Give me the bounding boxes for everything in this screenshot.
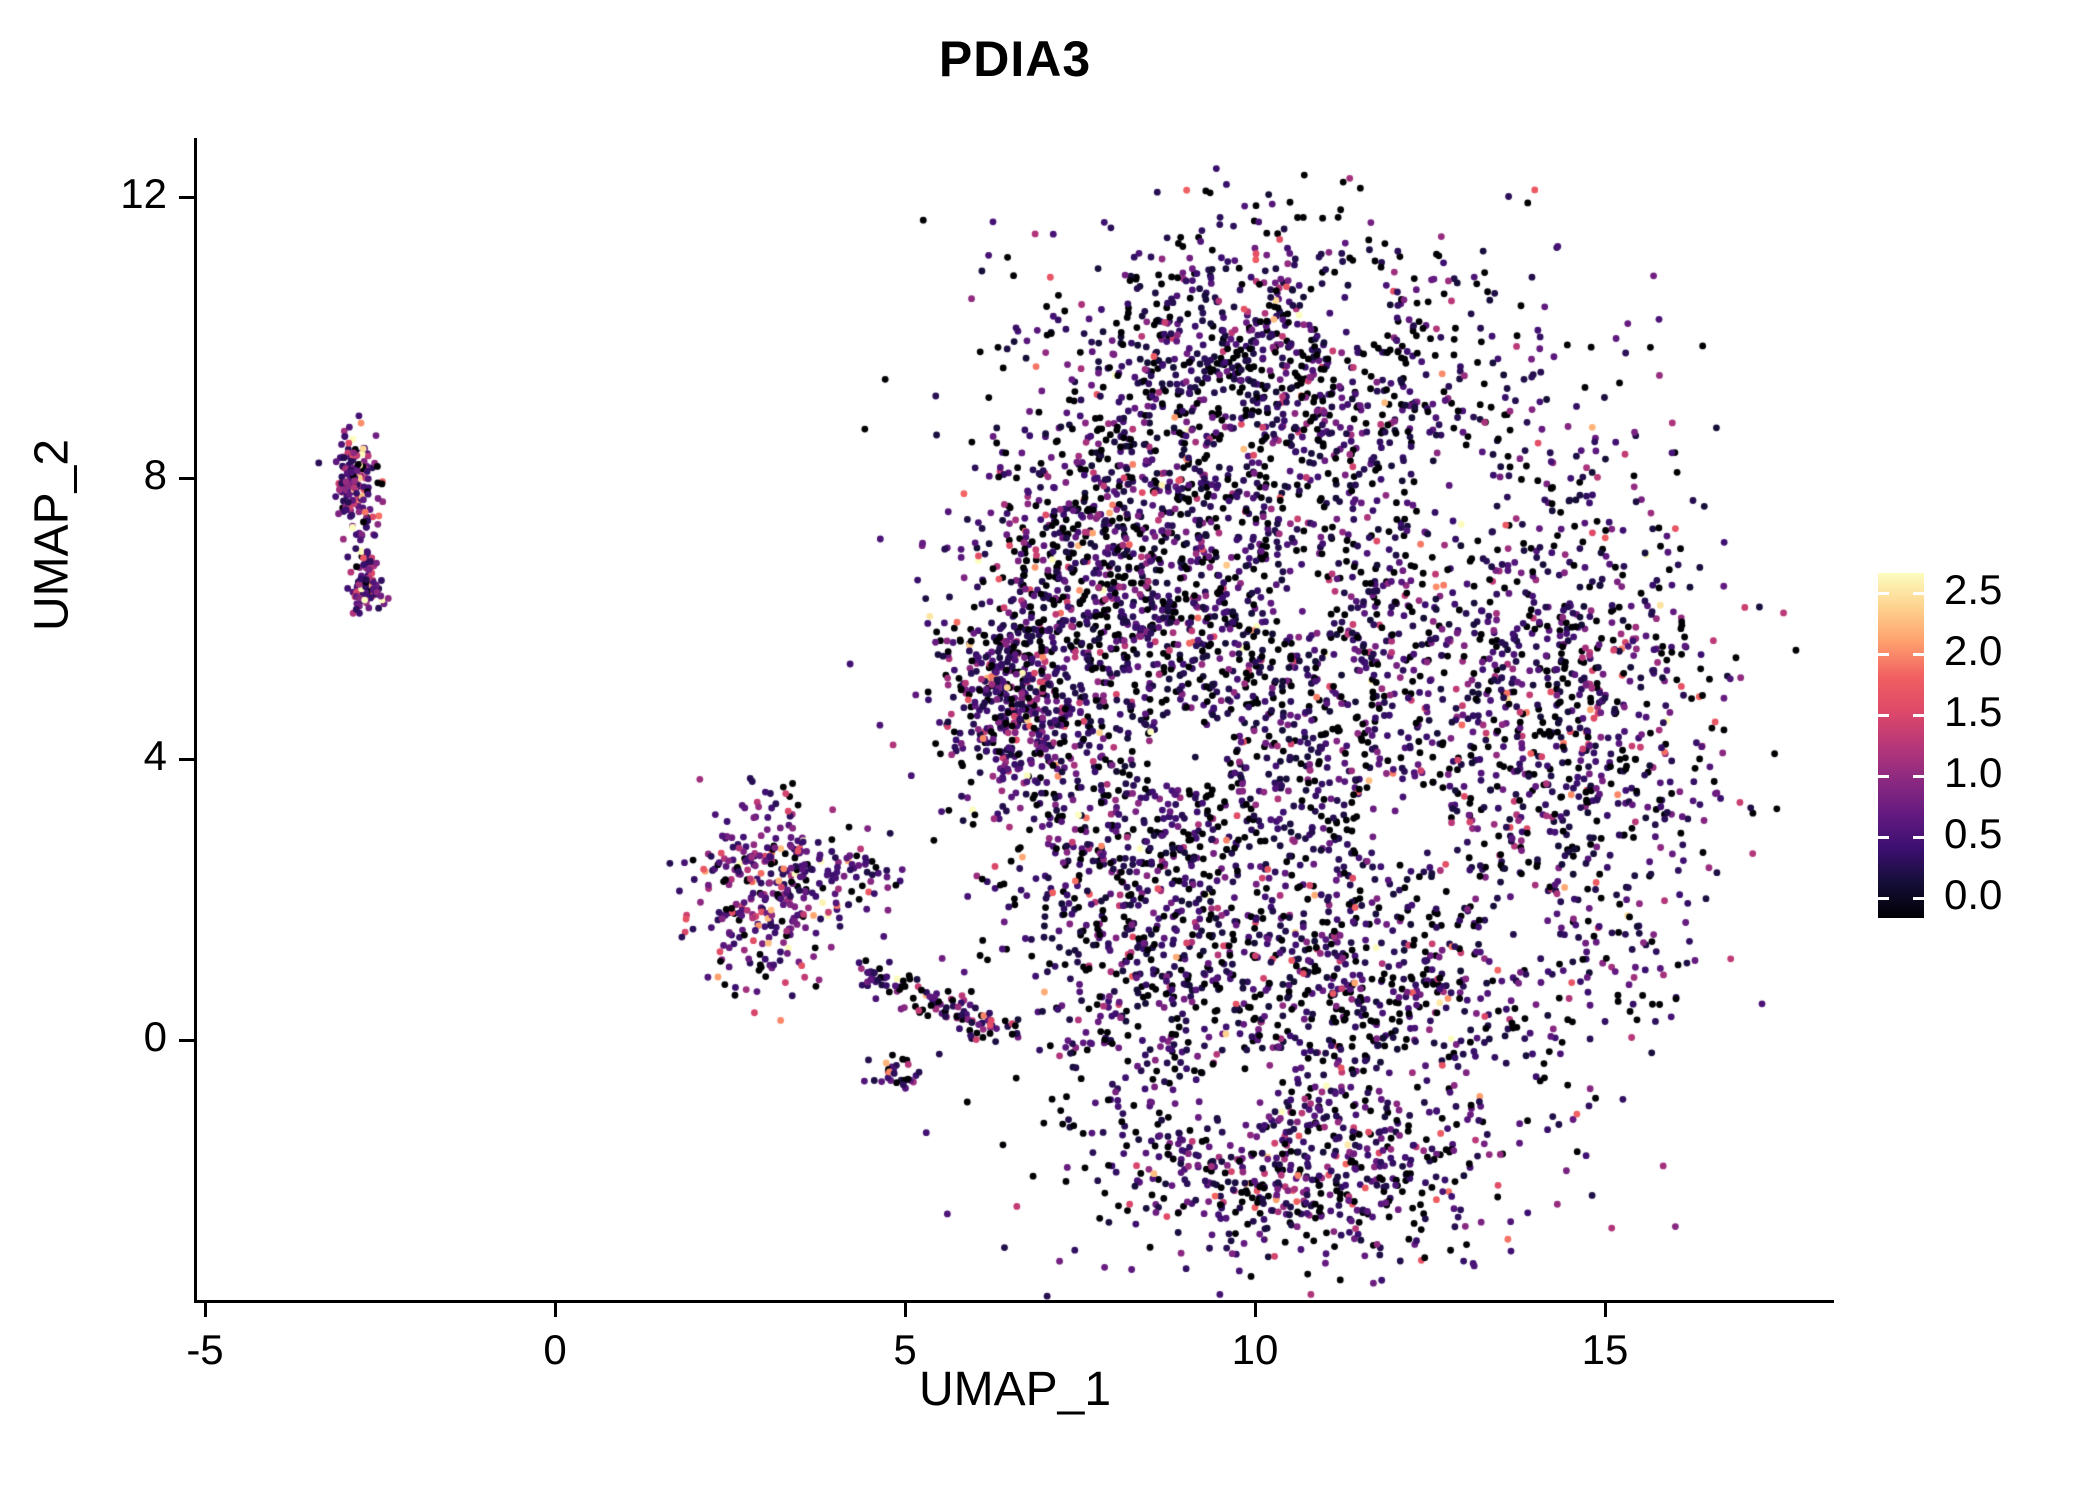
colorbar-tick-mark [1878, 774, 1889, 778]
colorbar-tick-mark [1913, 591, 1924, 595]
x-tick-mark [903, 1302, 907, 1317]
colorbar-tick-label: 0.5 [1944, 810, 2003, 857]
colorbar-tick-label: 1.5 [1944, 688, 2003, 735]
x-tick-mark [553, 1302, 557, 1317]
plot-title: PDIA3 [938, 31, 1092, 87]
y-tick-mark [179, 476, 194, 480]
y-tick-label: 4 [143, 732, 167, 779]
colorbar-gradient [1878, 573, 1924, 918]
x-tick-label: 15 [1581, 1326, 1629, 1373]
colorbar-tick-mark [1913, 652, 1924, 656]
colorbar-tick-mark [1913, 896, 1924, 900]
y-tick-mark [179, 1038, 194, 1042]
colorbar-tick-label: 0.0 [1944, 871, 2003, 918]
x-tick-label: -5 [186, 1326, 224, 1373]
colorbar-tick-mark [1878, 713, 1889, 717]
colorbar-tick-mark [1878, 896, 1889, 900]
x-tick-label: 0 [543, 1326, 567, 1373]
y-tick-label: 0 [143, 1013, 167, 1060]
colorbar-tick-label: 2.5 [1944, 566, 2003, 613]
colorbar-tick-mark [1913, 774, 1924, 778]
x-tick-mark [1253, 1302, 1257, 1317]
colorbar-tick-mark [1878, 591, 1889, 595]
y-tick-label: 12 [120, 170, 167, 217]
colorbar-tick-mark [1878, 652, 1889, 656]
y-tick-mark [179, 757, 194, 761]
x-axis-line [194, 1300, 1834, 1303]
y-tick-label: 8 [143, 451, 167, 498]
colorbar-tick-label: 2.0 [1944, 627, 2003, 674]
y-axis-line [194, 138, 197, 1303]
colorbar-tick-label: 1.0 [1944, 749, 2003, 796]
x-tick-mark [1603, 1302, 1607, 1317]
x-tick-label: 10 [1231, 1326, 1279, 1373]
colorbar-tick-mark [1913, 713, 1924, 717]
colorbar-tick-mark [1913, 835, 1924, 839]
colorbar-tick-mark [1878, 835, 1889, 839]
x-tick-mark [203, 1302, 207, 1317]
x-axis-title: UMAP_1 [918, 1363, 1112, 1416]
y-tick-mark [179, 195, 194, 199]
x-tick-label: 5 [893, 1326, 917, 1373]
